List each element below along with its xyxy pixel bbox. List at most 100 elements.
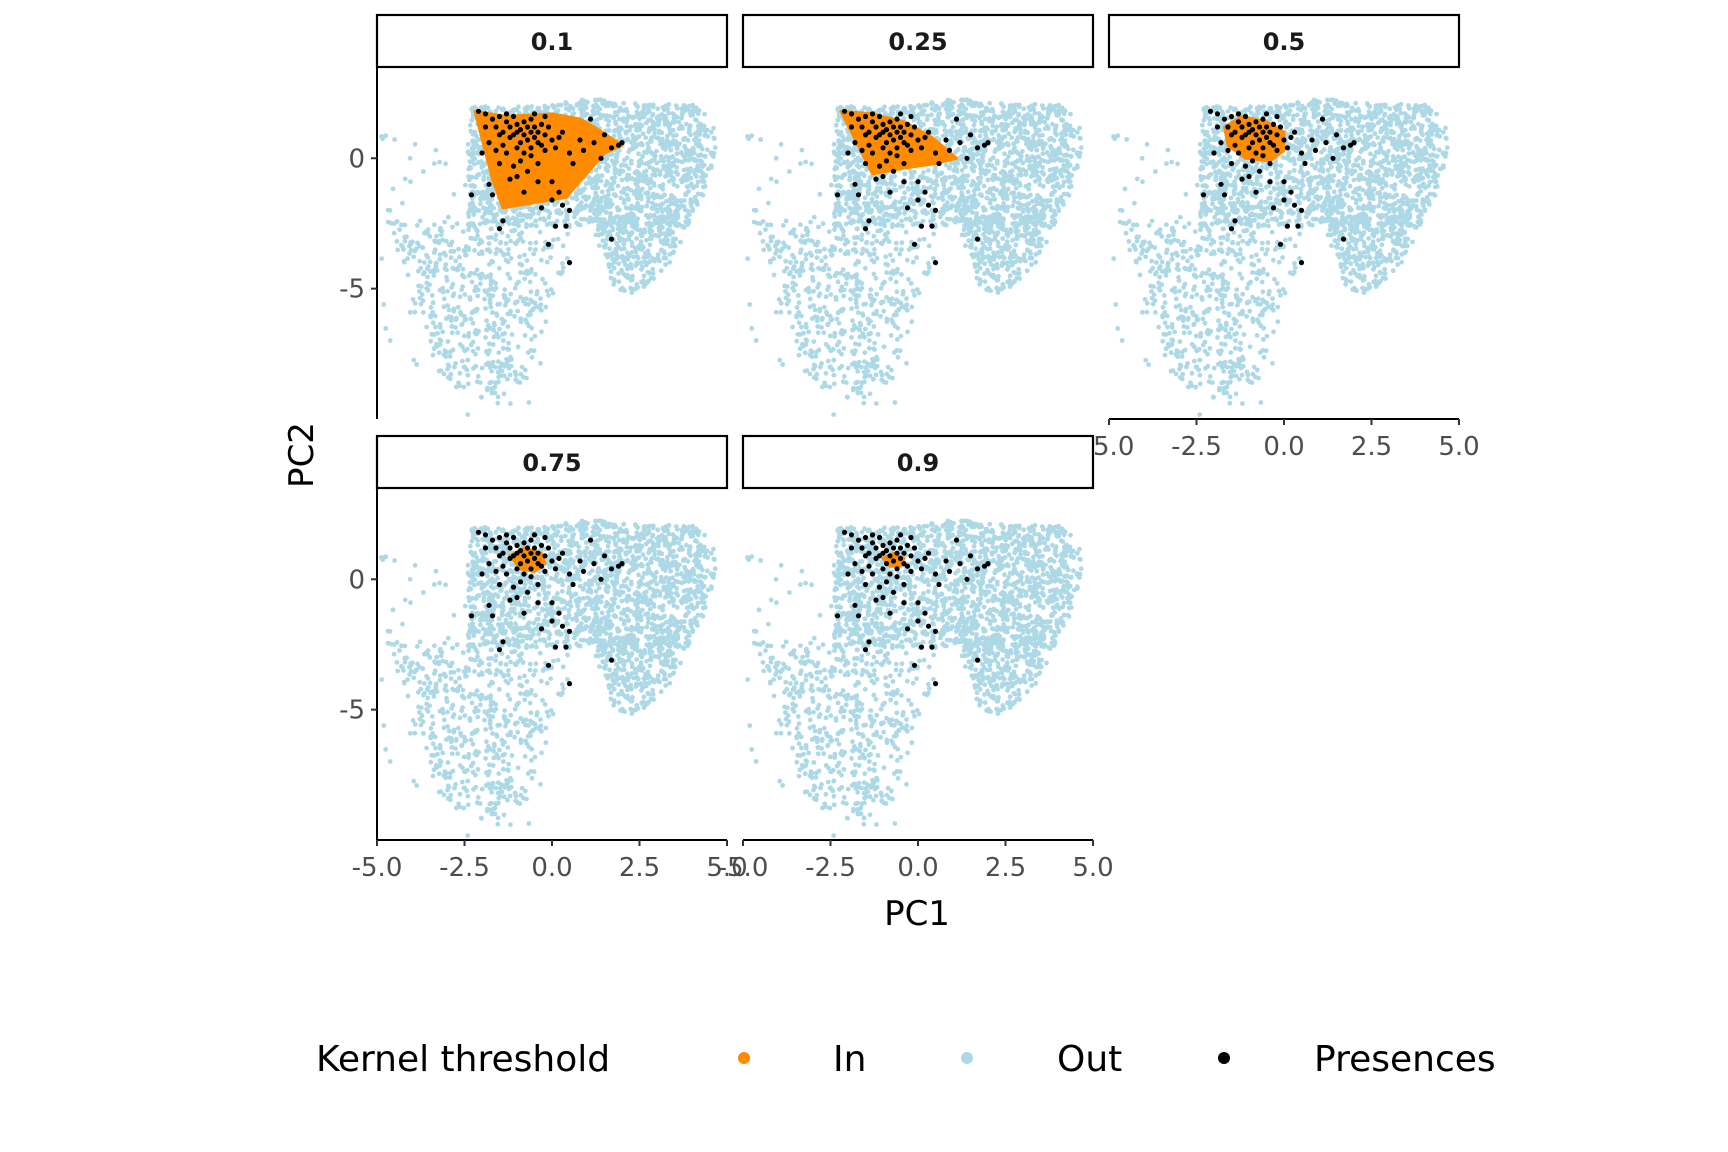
out-point [489, 258, 495, 264]
out-point [1028, 107, 1033, 113]
out-point [951, 174, 957, 180]
out-point [560, 265, 566, 270]
out-point [484, 218, 489, 223]
out-point [555, 108, 561, 114]
out-point [458, 312, 464, 317]
out-point [1051, 222, 1057, 228]
out-point [491, 385, 496, 391]
out-point [959, 153, 964, 159]
out-point [432, 247, 438, 253]
out-point [529, 337, 534, 342]
presence-point [577, 137, 583, 143]
out-point [835, 117, 841, 123]
out-point [499, 368, 505, 374]
out-point [501, 338, 506, 343]
out-point [457, 370, 463, 376]
out-point [845, 239, 851, 245]
presence-point [535, 160, 541, 167]
presence-point [528, 116, 534, 122]
out-point [870, 299, 875, 305]
out-point [874, 291, 880, 297]
out-point [708, 150, 714, 156]
out-point [681, 137, 686, 143]
out-point [863, 301, 869, 307]
out-point [631, 141, 637, 146]
out-point [617, 216, 623, 222]
out-point [899, 272, 904, 277]
out-point [882, 104, 887, 110]
out-point [433, 147, 439, 153]
out-point [421, 169, 426, 174]
out-point [612, 101, 618, 107]
presence-point [528, 145, 534, 151]
out-point [825, 358, 831, 364]
out-point [674, 203, 680, 209]
out-point [826, 284, 831, 289]
out-point [787, 310, 792, 315]
out-point [933, 127, 939, 133]
out-point [841, 346, 847, 351]
out-point [934, 183, 940, 188]
out-point [838, 248, 843, 253]
out-point [611, 160, 616, 166]
out-point [399, 222, 404, 228]
out-point [695, 128, 701, 134]
out-point [855, 155, 861, 161]
out-point [588, 181, 593, 187]
out-point [441, 250, 447, 256]
out-point [626, 236, 632, 242]
out-point [986, 162, 992, 168]
presence-point [496, 132, 503, 138]
out-point [533, 240, 539, 246]
out-point [828, 292, 834, 297]
out-point [630, 273, 635, 279]
out-point [902, 190, 907, 196]
out-point [652, 170, 658, 176]
out-point [1016, 102, 1022, 108]
out-point [496, 350, 502, 355]
out-point [692, 199, 698, 205]
out-point [831, 372, 837, 378]
out-point [530, 299, 536, 305]
out-point [890, 110, 895, 116]
out-point [623, 273, 628, 279]
out-point [888, 333, 894, 338]
out-point [1027, 140, 1032, 146]
out-point [1002, 134, 1008, 139]
panel-0.1: 0.10-5 [339, 13, 729, 419]
out-point [947, 164, 952, 170]
out-point [798, 222, 803, 228]
out-point [1021, 252, 1027, 257]
out-point [636, 191, 641, 197]
out-point [671, 175, 676, 181]
facet-strip [375, 13, 729, 69]
out-point [883, 205, 889, 211]
out-point [675, 158, 681, 164]
out-point [490, 293, 496, 299]
out-point [655, 252, 661, 257]
out-point [638, 157, 643, 163]
out-point [542, 281, 548, 286]
out-point [817, 291, 823, 297]
out-point [1015, 205, 1021, 211]
out-point [900, 223, 905, 229]
out-point [875, 332, 881, 337]
out-point [593, 232, 599, 238]
out-point [453, 361, 458, 366]
out-point [900, 291, 906, 297]
out-point [548, 255, 553, 260]
out-point [670, 250, 676, 256]
presence-point [500, 218, 506, 224]
out-point [829, 252, 835, 258]
out-point [422, 270, 427, 275]
presence-point [507, 176, 513, 182]
out-point [698, 168, 704, 174]
presence-point [482, 124, 489, 130]
presence-point [549, 197, 555, 203]
out-point [648, 117, 653, 123]
out-point [487, 300, 493, 306]
out-point [1061, 123, 1067, 129]
out-point [441, 296, 447, 302]
out-point [454, 221, 460, 227]
out-point [682, 173, 688, 178]
